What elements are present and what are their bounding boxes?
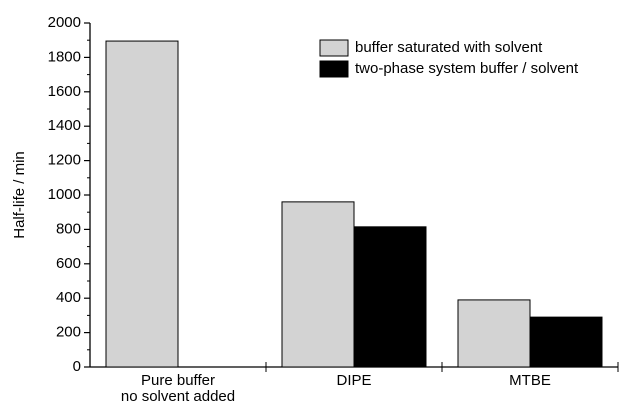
legend-label: two-phase system buffer / solvent xyxy=(355,60,579,77)
y-tick-label: 200 xyxy=(56,324,81,341)
legend-label: buffer saturated with solvent xyxy=(355,39,543,56)
legend-swatch xyxy=(319,60,349,78)
y-tick-label: 1200 xyxy=(48,152,81,169)
y-tick-label: 600 xyxy=(56,255,81,272)
y-tick-label: 2000 xyxy=(48,14,81,31)
bar xyxy=(353,226,427,368)
bar xyxy=(105,40,179,368)
bar xyxy=(281,201,355,368)
x-tick-label: DIPE xyxy=(336,372,372,389)
y-tick-label: 400 xyxy=(56,289,81,306)
y-tick-label: 0 xyxy=(73,358,81,375)
bar xyxy=(457,299,531,368)
bar xyxy=(529,316,603,368)
y-tick-label: 800 xyxy=(56,220,81,237)
y-tick-label: 1600 xyxy=(48,83,81,100)
y-tick-label: 1400 xyxy=(48,117,81,134)
x-tick-label: Pure buffer no solvent added xyxy=(120,372,236,405)
legend-swatch xyxy=(319,39,349,57)
y-axis-label: Half-life / min xyxy=(11,151,28,239)
y-tick-label: 1800 xyxy=(48,48,81,65)
x-tick-label: MTBE xyxy=(509,372,551,389)
y-tick-label: 1000 xyxy=(48,186,81,203)
